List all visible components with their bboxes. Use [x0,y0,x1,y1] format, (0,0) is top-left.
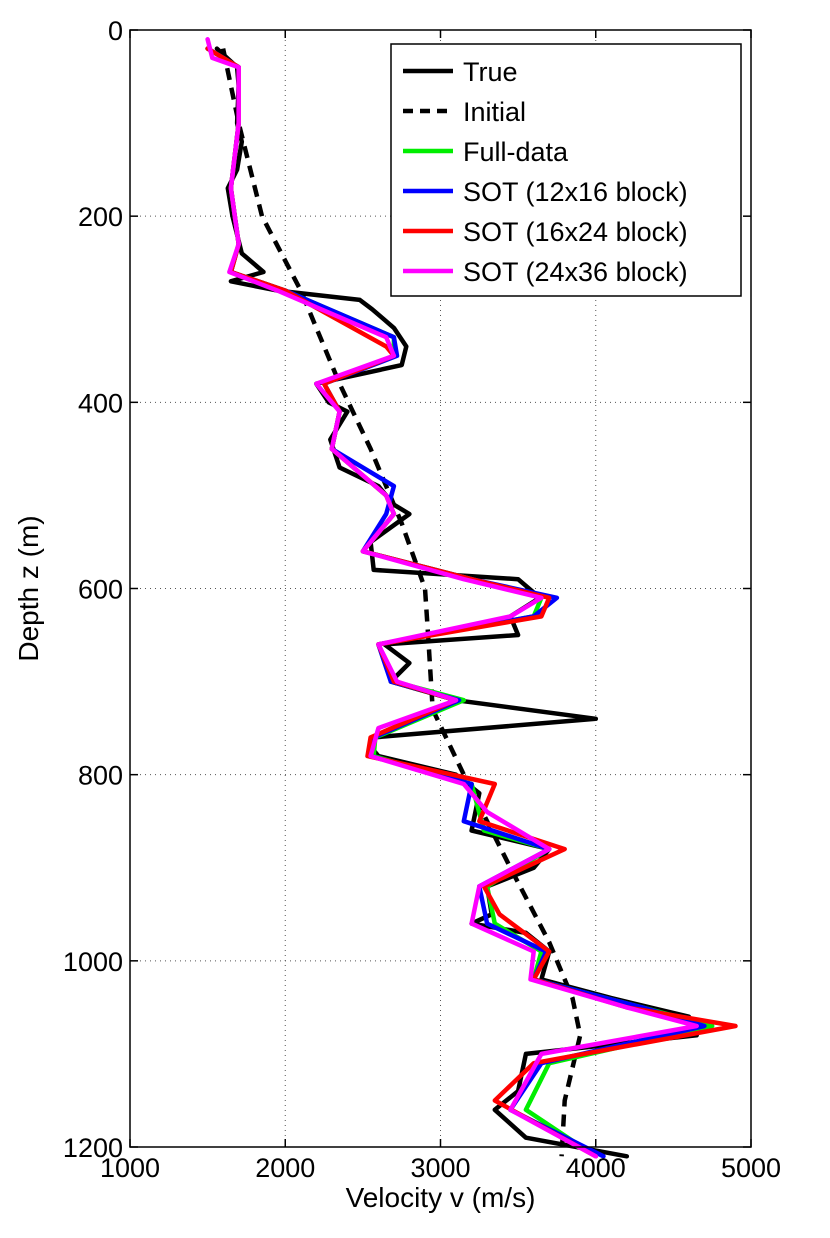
series-line-sot-24x36-block [205,37,699,1159]
plot-lines [205,37,738,1159]
legend-label-sot-24x36-block: SOT (24x36 block) [463,257,688,287]
legend-label-sot-12x16-block: SOT (12x16 block) [463,177,688,207]
y-tick-label: 1000 [63,947,123,977]
y-tick-label: 600 [78,575,123,605]
x-tick-label: 4000 [566,1153,626,1183]
x-tick-label: 3000 [410,1153,470,1183]
x-tick-label: 5000 [721,1153,781,1183]
x-axis-label: Velocity v (m/s) [346,1182,536,1213]
y-tick-label: 400 [78,388,123,418]
x-tick-label: 2000 [255,1153,315,1183]
legend-label-full-data: Full-data [463,137,569,167]
legend-label-initial: Initial [463,97,526,127]
legend-box [390,43,742,297]
x-tick-label: 1000 [100,1153,160,1183]
y-tick-label: 800 [78,761,123,791]
y-tick-label: 200 [78,202,123,232]
legend-label-true: True [463,57,518,87]
axis-ticks: 1000 2000 3000 4000 500002004006008001000120… [63,16,781,1183]
legend: True Initial Full-data SOT (12x16 block) SOT… [390,43,742,297]
y-axis-label: Depth z (m) [13,515,44,661]
legend-label-sot-16x24-block: SOT (16x24 block) [463,217,688,247]
y-tick-label: 1200 [63,1133,123,1163]
y-tick-label: 0 [108,16,123,46]
